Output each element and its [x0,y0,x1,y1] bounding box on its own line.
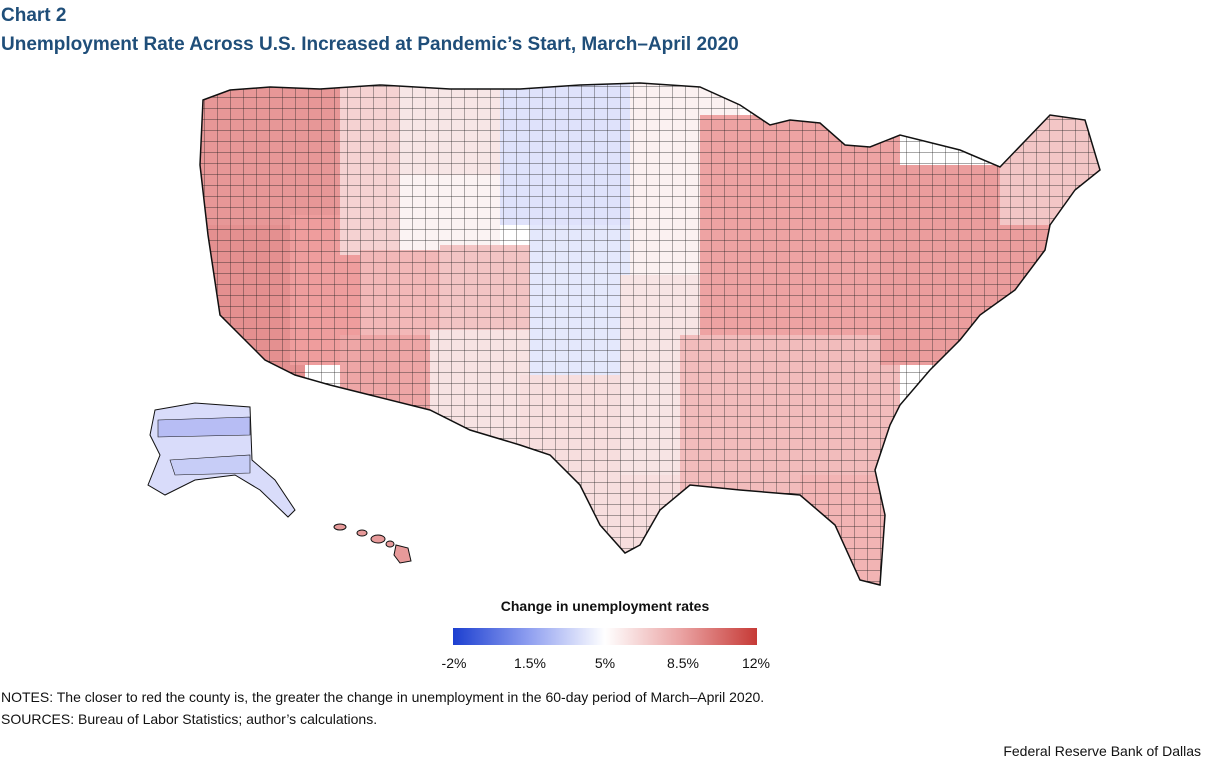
chart-label: Chart 2 [1,5,67,26]
sources-text: SOURCES: Bureau of Labor Statistics; aut… [1,711,378,727]
us-county-map [147,82,1101,586]
credit-text: Federal Reserve Bank of Dallas [1003,743,1201,759]
legend-tick: 1.5% [514,655,546,671]
legend-title: Change in unemployment rates [500,598,710,614]
legend-tick: 8.5% [667,655,699,671]
legend-tick: 12% [741,655,771,671]
legend-tick: 5% [594,655,616,671]
chart-title: Unemployment Rate Across U.S. Increased … [1,34,739,55]
legend-color-scale [453,628,757,645]
notes-text: NOTES: The closer to red the county is, … [1,689,765,705]
legend-tick: -2% [441,655,467,671]
region-hawaii [333,523,412,564]
region-alaska [147,402,296,518]
conus-regions [200,83,1100,585]
